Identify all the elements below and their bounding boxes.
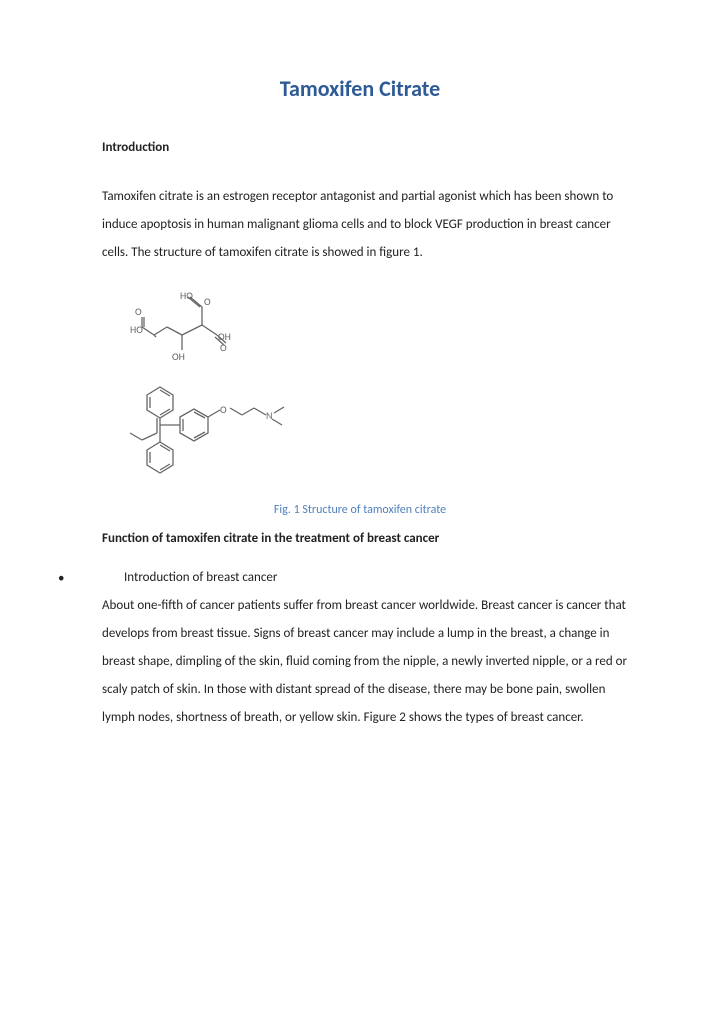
chemical-structure-icon: HO O OH O HO OH O	[102, 285, 302, 495]
svg-text:O: O	[135, 305, 142, 318]
structure-figure: HO O OH O HO OH O	[102, 285, 640, 495]
svg-text:HO: HO	[180, 289, 193, 302]
bullet-item: • Introduction of breast cancer	[58, 570, 640, 586]
section-heading-function: Function of tamoxifen citrate in the tre…	[102, 531, 640, 546]
svg-text:HO: HO	[130, 323, 143, 336]
breast-cancer-paragraph: About one-fifth of cancer patients suffe…	[102, 592, 630, 732]
svg-text:OH: OH	[172, 350, 185, 363]
intro-paragraph: Tamoxifen citrate is an estrogen recepto…	[102, 183, 630, 267]
page-title: Tamoxifen Citrate	[80, 75, 640, 102]
svg-text:N: N	[266, 409, 272, 422]
bullet-marker: •	[58, 570, 102, 586]
bullet-label: Introduction of breast cancer	[102, 570, 277, 586]
figure-caption: Fig. 1 Structure of tamoxifen citrate	[80, 503, 640, 517]
svg-text:O: O	[220, 403, 227, 416]
svg-text:O: O	[204, 295, 211, 308]
section-heading-intro: Introduction	[102, 140, 640, 155]
